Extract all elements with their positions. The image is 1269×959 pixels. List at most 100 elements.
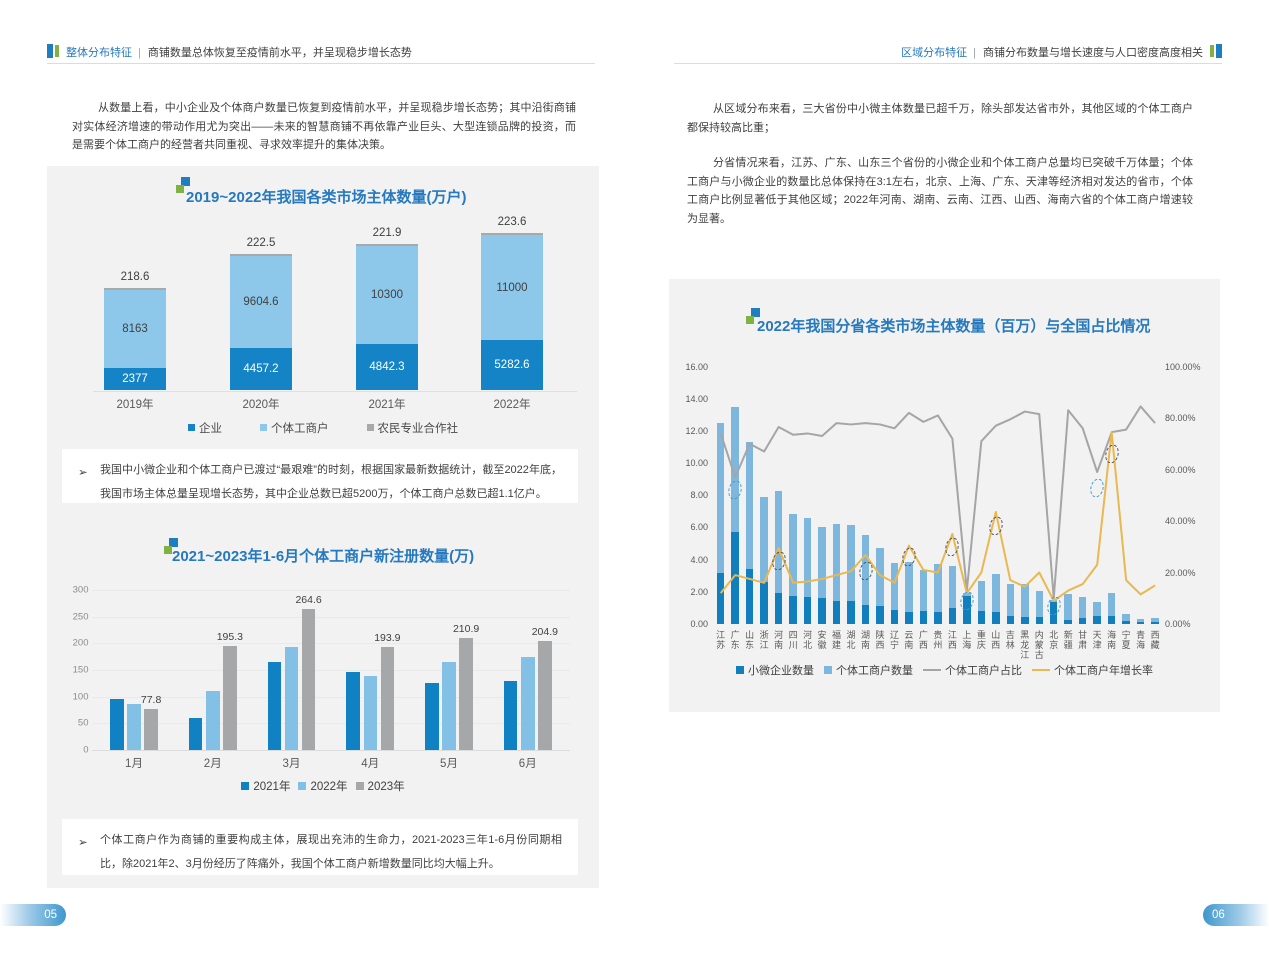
- chart2-bar-4月-2021年: [346, 671, 360, 750]
- chart1-legend-item-农民专业合作社: 农民专业合作社: [366, 420, 458, 436]
- chart1-bar-2021年-农民专业合作社: [356, 244, 418, 247]
- chart2-x-label: 2月: [203, 758, 222, 770]
- chart3-bar-宁夏-小微企业数量: [1122, 620, 1130, 624]
- chart3-bar-吉林-个体工商户数量: [1006, 583, 1015, 617]
- chart3-x-label: 广东: [730, 630, 740, 651]
- chart3-right-tick: 80.00%: [1165, 413, 1196, 423]
- right-page-number: 06: [1212, 909, 1225, 921]
- chart3-x-label: 四川: [788, 630, 798, 651]
- chart3-bar-甘肃-小微企业数量: [1078, 617, 1087, 624]
- chart3-bar-浙江-个体工商户数量: [760, 496, 768, 583]
- deco-green-square-icon: [176, 185, 184, 193]
- chart3-legend-item-个体工商户年增长率: 个体工商户年增长率: [1032, 662, 1153, 678]
- chart3-legend-label: 个体工商户数量: [836, 665, 913, 677]
- chart2-gridline: [92, 670, 570, 671]
- chart2-y-tick: 100: [72, 691, 89, 703]
- chart1-total-label: 221.9: [372, 227, 402, 240]
- chart2-gridline: [92, 696, 570, 698]
- chart1-bar-2019年-个体工商户: [104, 290, 166, 368]
- right-header-title: 商铺分布数量与增长速度与人口密度高度相关: [983, 47, 1203, 59]
- chart3-x-label: 江西: [947, 630, 957, 651]
- chart3-legend: 小微企业数量 个体工商户数量 个体工商户占比 个体工商户年增长率: [669, 663, 1220, 677]
- chart3-bar-河南-小微企业数量: [774, 592, 783, 624]
- left-intro-paragraph: 从数量上看，中小企业及个体商户数量已恢复到疫情前水平，并呈现稳步增长态势；其中沿…: [72, 102, 576, 151]
- chart3-bar-山西-个体工商户数量: [992, 574, 1000, 613]
- chart3-bar-河北-小微企业数量: [803, 596, 812, 624]
- header-accent-bar-blue-icon: [47, 44, 53, 58]
- right-header-section: 区域分布特征: [901, 47, 968, 59]
- chart2-x-label: 5月: [440, 758, 458, 770]
- title-decoration-icon: [163, 538, 178, 554]
- note-1-text: 我国中小微企业和个体工商户已渡过“最艰难”的时刻，根据国家最新数据统计，截至20…: [100, 464, 562, 500]
- chart3-x-label: 山东: [745, 630, 755, 651]
- chart3-bar-四川-小微企业数量: [789, 595, 797, 624]
- right-paragraph-2: 分省情况来看，江苏、广东、山东三个省份的小微企业和个体工商户总量均已突破千万体量…: [687, 157, 1193, 225]
- header-accent-bar-blue-icon: [1216, 44, 1222, 58]
- chart1-bar-2022年-企业: [481, 340, 543, 391]
- chart3-x-label: 河北: [803, 630, 813, 651]
- chart3-right-tick: 60.00%: [1165, 464, 1196, 475]
- chart1-legend-label: 企业: [199, 422, 222, 435]
- chart3-x-label: 河南: [774, 630, 784, 651]
- chart2-legend: 2021年 2022年 2023年: [47, 778, 599, 793]
- chart3-bar-浙江-小微企业数量: [760, 582, 768, 624]
- chart1-bar-2019年-农民专业合作社: [104, 287, 166, 291]
- chart3-bar-福建-个体工商户数量: [832, 524, 841, 602]
- chart3-bar-江西-个体工商户数量: [948, 566, 957, 608]
- chart3-left-tick: 4.00: [690, 554, 708, 565]
- legend-swatch-icon: [241, 781, 250, 790]
- chart3-bar-辽宁-小微企业数量: [890, 609, 899, 624]
- chart2-y-tick: 200: [72, 637, 89, 649]
- chart3-x-label: 北京: [1049, 630, 1059, 651]
- chart1-segment-label: 5282.6: [494, 359, 530, 372]
- left-page-number: 05: [44, 909, 57, 921]
- chart3-bar-宁夏-个体工商户数量: [1122, 613, 1130, 621]
- chart1-total-label: 218.6: [120, 270, 150, 283]
- chart3-x-label: 黑龙江: [1020, 630, 1030, 661]
- chart1-legend-item-个体工商户: 个体工商户: [260, 420, 329, 436]
- note-bullet-icon: ➢: [78, 837, 88, 849]
- chart2-bar-2月-2022年: [206, 691, 220, 750]
- chart1-axis-line: [93, 390, 577, 392]
- chart1-segment-label: 11000: [496, 281, 528, 294]
- chart3-x-label: 山西: [991, 630, 1001, 651]
- chart2-bar-label: 204.9: [531, 625, 558, 638]
- chart3-x-label: 湖南: [860, 630, 870, 651]
- chart2-gridline: [92, 590, 570, 591]
- chart3-x-label: 甘肃: [1078, 630, 1088, 651]
- chart3-x-label: 上海: [962, 630, 972, 651]
- chart2-bar-5月-2022年: [442, 662, 456, 750]
- chart3-bar-四川-个体工商户数量: [789, 513, 797, 596]
- legend-line-icon: [1032, 669, 1050, 671]
- left-header-section: 整体分布特征: [66, 47, 132, 59]
- chart3-right-tick: 40.00%: [1165, 516, 1196, 526]
- chart3-bar-重庆-小微企业数量: [977, 611, 986, 624]
- left-header-title: 商铺数量总体恢复至疫情前水平，并呈现稳步增长态势: [147, 47, 412, 59]
- chart3-x-label: 吉林: [1005, 630, 1015, 651]
- chart2-y-tick: 50: [77, 717, 89, 729]
- chart2-bar-3月-2022年: [284, 647, 299, 750]
- chart3-x-label: 陕西: [875, 630, 885, 651]
- chart2-gridline: [92, 750, 570, 751]
- chart3-legend-item-小微企业数量: 小微企业数量: [736, 662, 814, 678]
- chart2-gridline: [92, 643, 570, 645]
- title-decoration-icon: [176, 177, 190, 193]
- chart3-x-label: 云南: [904, 630, 914, 651]
- chart1-bar-2020年-个体工商户: [230, 256, 292, 349]
- chart1-segment-label: 2377: [122, 373, 148, 386]
- chart3-bar-云南-小微企业数量: [905, 611, 913, 624]
- right-page-number-pill: 06: [1203, 904, 1269, 926]
- chart3-bar-黑龙江-小微企业数量: [1021, 617, 1029, 624]
- chart1-x-label: 2022年: [493, 399, 531, 411]
- chart1-legend-label: 个体工商户: [271, 422, 329, 435]
- right-page-header: 区域分布特征 | 商铺分布数量与增长速度与人口密度高度相关: [894, 44, 1222, 62]
- chart1-segment-label: 8163: [122, 322, 148, 335]
- chart3-bar-湖北-小微企业数量: [847, 600, 855, 624]
- chart2-y-tick: 150: [72, 664, 89, 676]
- chart1-x-label: 2019年: [116, 399, 154, 411]
- chart2-bar-3月-2023年: [301, 608, 316, 750]
- chart2-bar-3月-2021年: [267, 662, 282, 750]
- legend-line-icon: [923, 669, 941, 671]
- chart2-legend-item-2023年: 2023年: [355, 778, 405, 794]
- chart3-x-label: 浙江: [759, 630, 769, 651]
